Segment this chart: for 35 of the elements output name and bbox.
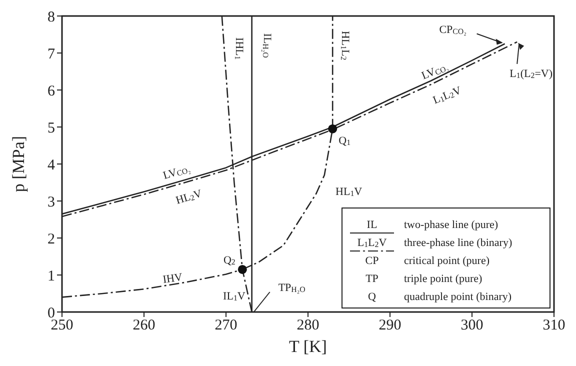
annotation: L$_{1}$L$_{2}$V	[357, 236, 387, 250]
annotation: TP	[366, 272, 378, 285]
y-tick-label: 7	[48, 46, 56, 62]
annotation: IHV	[162, 270, 184, 286]
annotation: two-phase line (pure)	[404, 218, 498, 231]
x-axis-title: T [K]	[289, 337, 327, 356]
annotation: three-phase line (binary)	[404, 236, 512, 249]
x-tick-label: 290	[378, 318, 402, 334]
annotation: IL$_{1}$V	[223, 290, 246, 303]
annotation: TP$_{H₂O}$	[278, 282, 306, 294]
annotation: Q$_{1}$	[338, 134, 351, 148]
y-tick-label: 1	[48, 268, 55, 284]
annotation: CP	[365, 254, 379, 267]
annotation: CP$_{CO₂}$	[439, 23, 467, 36]
x-tick-label: 260	[132, 318, 156, 334]
annotation: HL$_{1}$V	[336, 185, 362, 198]
annotation: Q	[368, 290, 376, 303]
annotation: Q$_{2}$	[223, 254, 236, 267]
y-tick-label: 4	[48, 157, 56, 174]
x-tick-label: 310	[542, 318, 566, 334]
annotation: L$_{1}$(L$_{2}$=V)	[510, 67, 553, 80]
annotation: IL	[366, 218, 378, 231]
annotation: quadruple point (binary)	[404, 290, 512, 303]
annotation: triple point (pure)	[404, 272, 483, 285]
annotation: critical point (pure)	[404, 254, 490, 267]
y-tick-label: 2	[48, 231, 55, 248]
x-tick-label: 300	[460, 318, 484, 334]
y-tick-label: 6	[48, 83, 56, 100]
y-tick-label: 3	[48, 194, 55, 210]
x-tick-label: 280	[296, 318, 320, 334]
x-tick-label: 250	[50, 318, 74, 334]
y-axis-title: p [MPa]	[9, 136, 28, 192]
y-tick-label: 8	[48, 9, 55, 26]
y-tick-label: 5	[48, 120, 55, 136]
x-tick-label: 270	[214, 318, 238, 334]
